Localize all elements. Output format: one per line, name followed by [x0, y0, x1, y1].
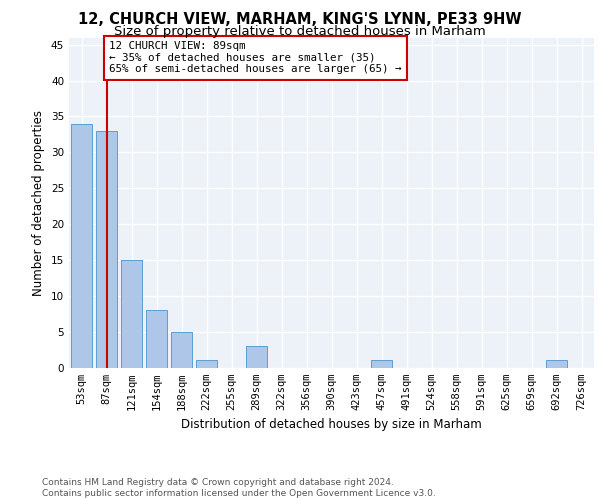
Bar: [371, 360, 392, 368]
Text: Contains HM Land Registry data © Crown copyright and database right 2024.
Contai: Contains HM Land Registry data © Crown c…: [42, 478, 436, 498]
Y-axis label: Number of detached properties: Number of detached properties: [32, 110, 46, 296]
Text: 12, CHURCH VIEW, MARHAM, KING'S LYNN, PE33 9HW: 12, CHURCH VIEW, MARHAM, KING'S LYNN, PE…: [78, 12, 522, 28]
Text: Size of property relative to detached houses in Marham: Size of property relative to detached ho…: [114, 25, 486, 38]
Bar: [196, 360, 217, 368]
Bar: [146, 310, 167, 368]
Bar: [96, 131, 117, 368]
Bar: [121, 260, 142, 368]
X-axis label: Distribution of detached houses by size in Marham: Distribution of detached houses by size …: [181, 418, 482, 431]
Bar: [71, 124, 92, 368]
Bar: [171, 332, 192, 368]
Bar: [546, 360, 567, 368]
Text: 12 CHURCH VIEW: 89sqm
← 35% of detached houses are smaller (35)
65% of semi-deta: 12 CHURCH VIEW: 89sqm ← 35% of detached …: [109, 41, 401, 74]
Bar: [246, 346, 267, 368]
